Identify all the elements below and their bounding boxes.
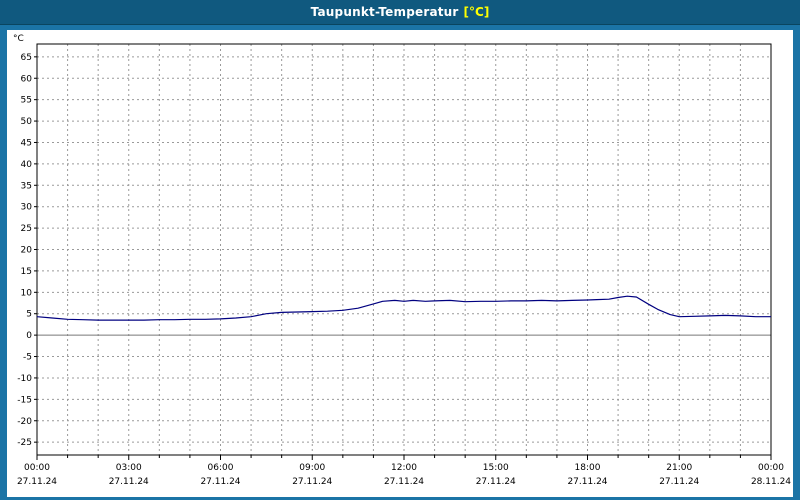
x-tick-date-label: 28.11.24	[751, 477, 791, 487]
x-tick-time-label: 12:00	[391, 463, 417, 473]
y-tick-label: 55	[21, 96, 32, 106]
chart-title-bar: Taupunkt-Temperatur [°C]	[0, 0, 800, 25]
y-tick-label: 15	[21, 267, 32, 277]
y-tick-label: 10	[21, 288, 33, 298]
x-tick-date-label: 27.11.24	[476, 477, 516, 487]
y-tick-label: 20	[21, 246, 33, 256]
y-tick-label: 65	[21, 53, 32, 63]
x-tick-time-label: 21:00	[666, 463, 692, 473]
y-tick-label: 30	[21, 203, 33, 213]
dewpoint-line-chart: 65605550454035302520151050-5-10-15-20-25…	[13, 34, 791, 487]
x-tick-date-label: 27.11.24	[659, 477, 699, 487]
x-tick-date-label: 27.11.24	[292, 477, 332, 487]
chart-title: Taupunkt-Temperatur	[310, 5, 459, 19]
y-tick-label: 40	[21, 160, 33, 170]
chart-title-unit: [°C]	[463, 5, 490, 19]
x-tick-time-label: 00:00	[758, 463, 784, 473]
y-tick-label: -25	[17, 438, 32, 448]
y-tick-label: 0	[26, 331, 32, 341]
dewpoint-series-line	[36, 295, 771, 321]
x-tick-date-label: 27.11.24	[384, 477, 424, 487]
x-tick-time-label: 03:00	[116, 463, 142, 473]
y-tick-label: 45	[21, 138, 32, 148]
x-tick-time-label: 18:00	[575, 463, 601, 473]
y-tick-label: 60	[21, 74, 33, 84]
y-tick-label: 50	[21, 117, 33, 127]
x-tick-time-label: 06:00	[208, 463, 234, 473]
y-tick-label: -10	[17, 374, 32, 384]
y-tick-label: 5	[26, 310, 32, 320]
y-axis-unit-label: °C	[13, 34, 24, 44]
x-tick-date-label: 27.11.24	[17, 477, 57, 487]
x-tick-date-label: 27.11.24	[200, 477, 240, 487]
x-tick-date-label: 27.11.24	[567, 477, 607, 487]
x-tick-time-label: 15:00	[483, 463, 509, 473]
x-tick-date-label: 27.11.24	[109, 477, 149, 487]
x-tick-time-label: 00:00	[24, 463, 50, 473]
y-tick-label: 35	[21, 181, 32, 191]
y-tick-label: -15	[17, 395, 32, 405]
y-tick-label: -5	[23, 353, 32, 363]
y-tick-label: 25	[21, 224, 32, 234]
chart-panel: 65 60 55 50 45 40 35 30 25 20 15 10 5 0 -5 -10 -15 -20 -25…	[7, 30, 793, 497]
x-tick-time-label: 09:00	[299, 463, 325, 473]
y-tick-label: -20	[17, 417, 32, 427]
